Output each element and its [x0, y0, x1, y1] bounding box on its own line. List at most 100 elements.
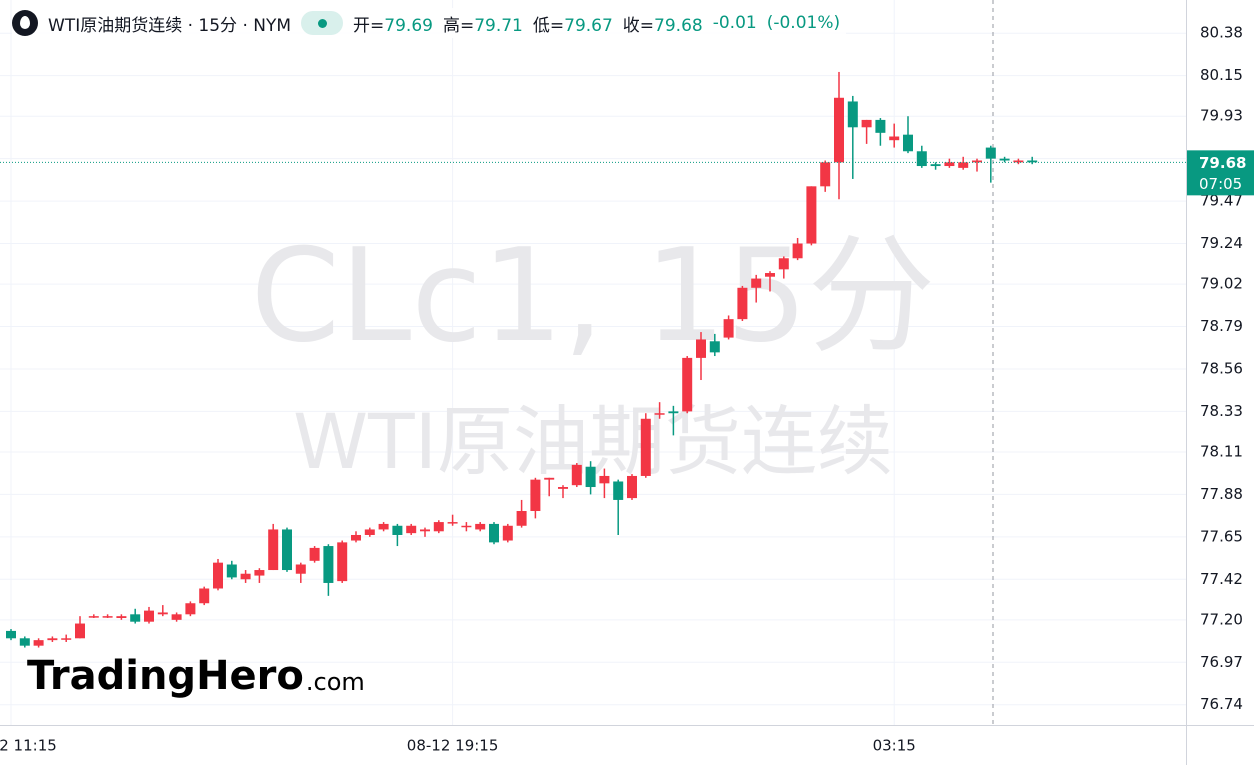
watermark-symbol: CLc1, 15分	[251, 222, 936, 371]
candle-body	[530, 479, 541, 512]
candle-body	[130, 614, 141, 622]
candle-body	[1013, 160, 1024, 163]
last-price-box	[1187, 150, 1254, 196]
candle-body	[268, 529, 279, 571]
y-tick-label: 80.15	[1200, 66, 1243, 84]
y-tick-label: 77.20	[1200, 610, 1243, 628]
candle-body	[323, 546, 334, 583]
candle-body	[696, 339, 706, 358]
candles	[6, 71, 1038, 648]
y-tick-label: 76.74	[1200, 695, 1243, 713]
candle-body	[682, 357, 693, 412]
candle-body	[544, 477, 555, 480]
x-tick-label: 03:15	[873, 737, 916, 755]
candle-body	[627, 475, 637, 499]
y-tick-label: 78.11	[1200, 442, 1243, 460]
ohlc-values: 开=79.69 高=79.71 低=79.67 收=79.68	[353, 11, 703, 36]
ohlc-item: 开=79.69	[353, 11, 433, 36]
candle-body	[309, 547, 320, 561]
ohlc-item: 收=79.68	[623, 11, 703, 36]
y-tick-label: 78.56	[1200, 359, 1243, 377]
candle-body	[502, 525, 513, 541]
y-tick-label: 79.47	[1200, 192, 1243, 210]
logo-suffix: .com	[306, 668, 365, 696]
candle-body	[199, 588, 210, 604]
candle-body	[792, 243, 803, 259]
candle-body	[599, 475, 610, 484]
y-tick-label: 77.42	[1200, 570, 1243, 588]
ohlc-value: 79.69	[384, 15, 433, 36]
candle-body	[144, 610, 154, 622]
candle-body	[1027, 160, 1038, 163]
candle-body	[47, 638, 58, 641]
grid	[0, 0, 1186, 725]
candle-body	[737, 287, 748, 320]
change: -0.01	[712, 13, 757, 33]
candle-body	[709, 341, 720, 353]
y-tick-label: 79.02	[1200, 275, 1243, 293]
candle-body	[571, 464, 582, 486]
candle-body	[116, 616, 127, 619]
candle-body	[765, 273, 775, 277]
candle-body	[378, 523, 389, 530]
candle-body	[240, 573, 251, 580]
candle-body	[516, 511, 527, 526]
y-tick-label: 78.79	[1200, 317, 1243, 335]
candle-body	[461, 525, 472, 528]
candle-body	[254, 570, 265, 576]
candle-body	[489, 523, 499, 543]
candle-body	[944, 162, 955, 167]
legend: WTI原油期货连续 · 15分 · NYM 开=79.69 高=79.71 低=79…	[12, 8, 847, 38]
countdown-label: 07:05	[1199, 175, 1242, 193]
candle-body	[475, 523, 486, 530]
candle-body	[778, 258, 789, 270]
candle-body	[985, 147, 996, 159]
y-tick-label: 77.88	[1200, 485, 1243, 503]
candle-body	[723, 319, 734, 338]
candle-body	[226, 564, 237, 578]
y-tick-label: 78.33	[1200, 402, 1243, 420]
ohlc-item: 低=79.67	[533, 11, 613, 36]
candle-body	[930, 164, 941, 167]
y-tick-label: 79.24	[1200, 234, 1243, 252]
ohlc-value: 79.68	[654, 15, 703, 36]
candle-body	[171, 614, 182, 620]
candle-body	[102, 616, 113, 618]
candle-body	[889, 136, 900, 141]
logo: TradingHero	[27, 653, 304, 699]
last-price-label: 79.68	[1199, 154, 1246, 172]
candle-body	[33, 640, 44, 646]
candle-body	[406, 525, 417, 534]
candle-body	[820, 162, 831, 187]
ohlc-label: 高=	[442, 15, 475, 36]
ohlc-label: 收=	[622, 15, 655, 36]
candle-body	[903, 134, 913, 152]
y-tick-label: 79.93	[1200, 107, 1243, 125]
candle-body	[668, 411, 679, 414]
candle-body	[847, 101, 858, 128]
candle-body	[88, 616, 99, 618]
ohlc-value: 79.67	[564, 15, 613, 36]
candle-body	[613, 481, 624, 500]
candle-body	[558, 487, 568, 489]
candle-body	[420, 529, 430, 532]
candle-body	[972, 160, 982, 163]
candle-body	[916, 151, 927, 167]
candle-body	[6, 630, 16, 639]
candle-body	[185, 603, 196, 615]
candle-body	[295, 564, 306, 574]
y-tick-label: 77.65	[1200, 527, 1243, 545]
candle-body	[861, 119, 872, 128]
y-tick-label: 76.97	[1200, 653, 1243, 671]
candle-body	[364, 529, 375, 535]
symbol-title: WTI原油期货连续 · 15分 · NYM	[48, 15, 292, 36]
status-badge	[301, 11, 344, 35]
candle-body	[19, 638, 30, 646]
change-percent: (-0.01%)	[766, 13, 841, 33]
candle-body	[61, 638, 72, 640]
candle-body	[640, 418, 651, 476]
